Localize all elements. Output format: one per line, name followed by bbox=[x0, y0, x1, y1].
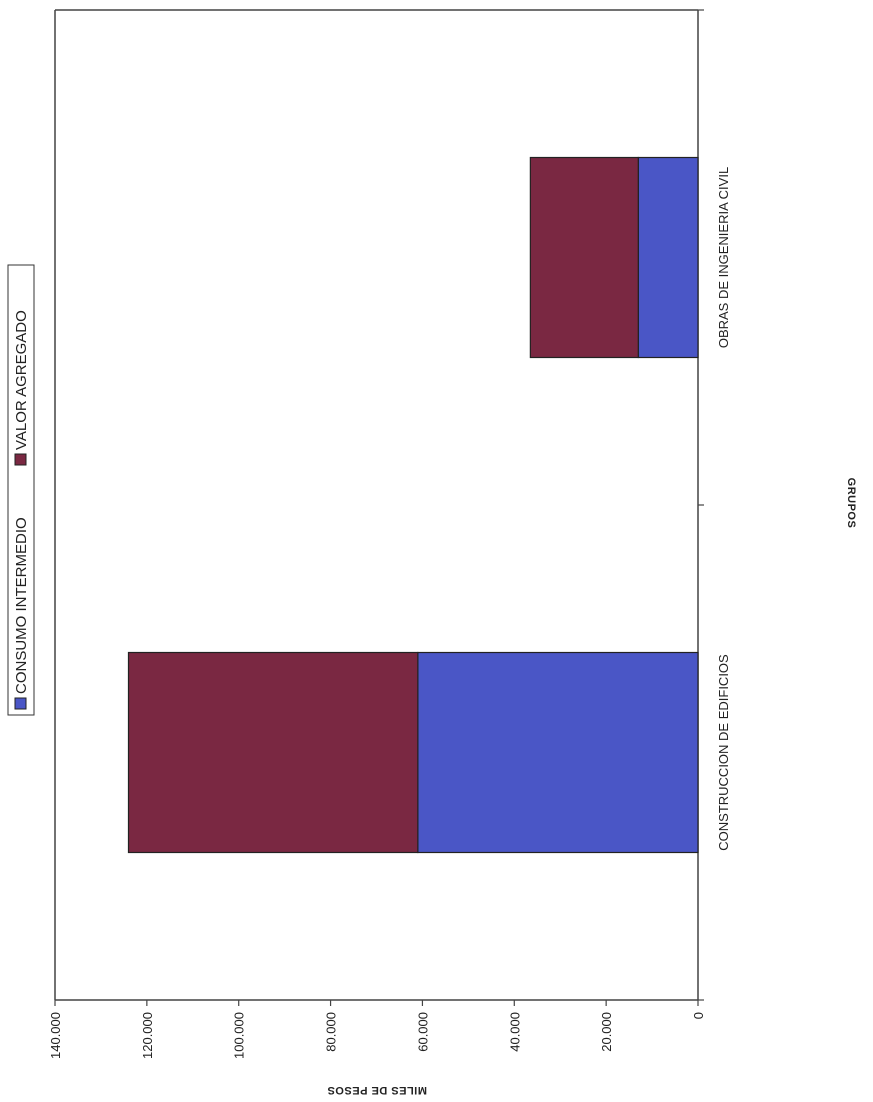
value-axis-ticks: 0 20.000 40.000 60.000 80.000 100.000 120.000 1… bbox=[48, 1000, 706, 1059]
value-tick-label: 0 bbox=[691, 1012, 706, 1019]
value-tick-label: 100.000 bbox=[232, 1012, 247, 1059]
category-label: OBRAS DE INGENIERIA CIVIL bbox=[716, 167, 731, 348]
legend-swatch-valor-agregado bbox=[14, 453, 27, 466]
legend-label-valor-agregado: VALOR AGREGADO bbox=[13, 310, 30, 450]
value-tick-label: 20.000 bbox=[599, 1012, 614, 1052]
category-axis-title: GRUPOS bbox=[845, 478, 857, 529]
value-tick-label: 80.000 bbox=[324, 1012, 339, 1052]
value-tick-label: 140.000 bbox=[48, 1012, 63, 1059]
bar-valor-agregado-0 bbox=[127, 651, 419, 854]
category-label: CONSTRUCCION DE EDIFICIOS bbox=[716, 654, 731, 851]
legend-label-consumo-intermedio: CONSUMO INTERMEDIO bbox=[13, 517, 30, 694]
value-tick-label: 60.000 bbox=[415, 1012, 430, 1052]
value-tick-label: 40.000 bbox=[507, 1012, 522, 1052]
bars bbox=[127, 156, 699, 854]
bar-valor-agregado-1 bbox=[529, 156, 639, 359]
legend-swatch-consumo-intermedio bbox=[14, 697, 27, 710]
bar-consumo-intermedio-0 bbox=[417, 651, 699, 854]
legend: CONSUMO INTERMEDIO VALOR AGREGADO bbox=[7, 264, 35, 716]
bar-consumo-intermedio-1 bbox=[637, 156, 699, 359]
value-tick-label: 120.000 bbox=[140, 1012, 155, 1059]
value-axis-title: MILES DE PESOS bbox=[327, 1084, 427, 1096]
category-labels: CONSTRUCCION DE EDIFICIOS OBRAS DE INGENI… bbox=[716, 167, 731, 851]
